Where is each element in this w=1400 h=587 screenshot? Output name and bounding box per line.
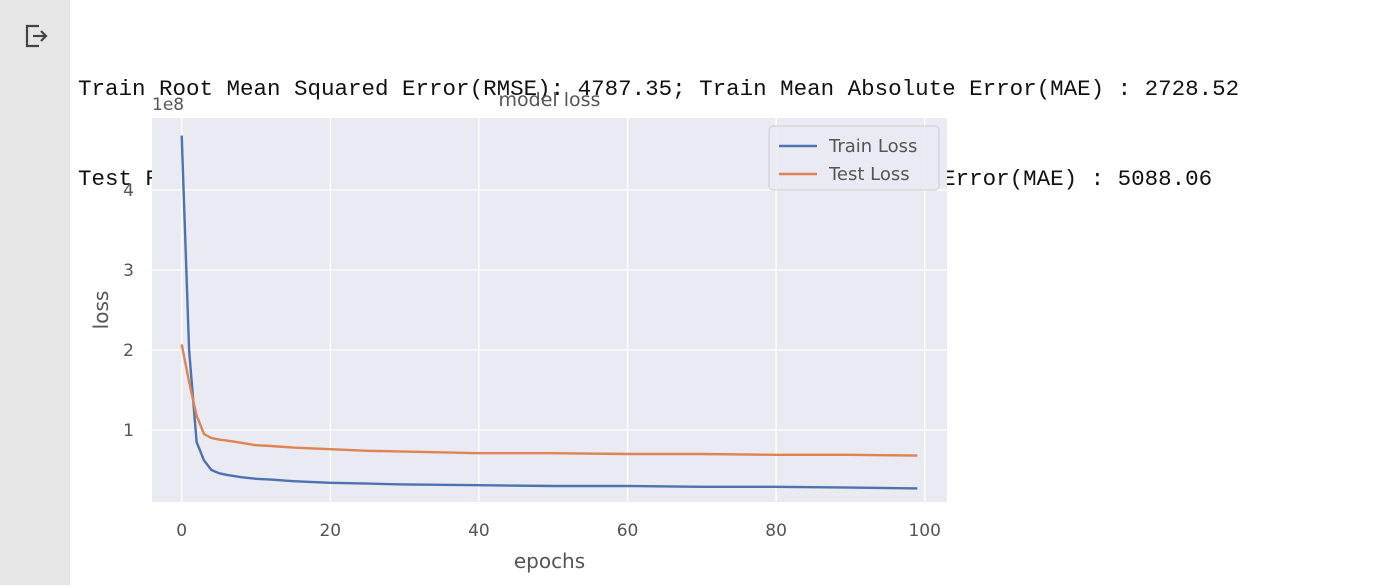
x-tick-label: 80 <box>765 521 787 541</box>
loss-chart-svg: 0 20 40 60 80 100 1 2 3 4 1e8 model loss epochs loss T… <box>89 89 947 573</box>
train-metrics-line: Train Root Mean Squared Error(RMSE): 478… <box>78 76 1240 102</box>
legend-label: Train Loss <box>828 136 917 157</box>
y-tick-label: 3 <box>123 261 134 281</box>
y-axis-label: loss <box>89 291 113 330</box>
loss-chart: 0 20 40 60 80 100 1 2 3 4 1e8 model loss epochs loss T… <box>80 82 960 582</box>
y-tick-label: 2 <box>123 341 134 361</box>
y-scale-label: 1e8 <box>152 95 184 115</box>
x-tick-label: 60 <box>617 521 639 541</box>
chart-title: model loss <box>499 89 601 111</box>
output-arrow-icon[interactable] <box>22 22 50 50</box>
x-tick-label: 40 <box>468 521 490 541</box>
x-tick-label: 20 <box>319 521 341 541</box>
series-line-test-loss <box>180 344 918 457</box>
series-line-train-loss <box>180 135 918 490</box>
x-tick-label: 0 <box>176 521 187 541</box>
x-tick-label: 100 <box>908 521 940 541</box>
cell-gutter <box>0 0 70 585</box>
legend-label: Test Loss <box>828 164 910 185</box>
y-tick-label: 1 <box>123 421 134 441</box>
x-axis-label: epochs <box>514 549 585 573</box>
y-tick-label: 4 <box>123 181 134 201</box>
